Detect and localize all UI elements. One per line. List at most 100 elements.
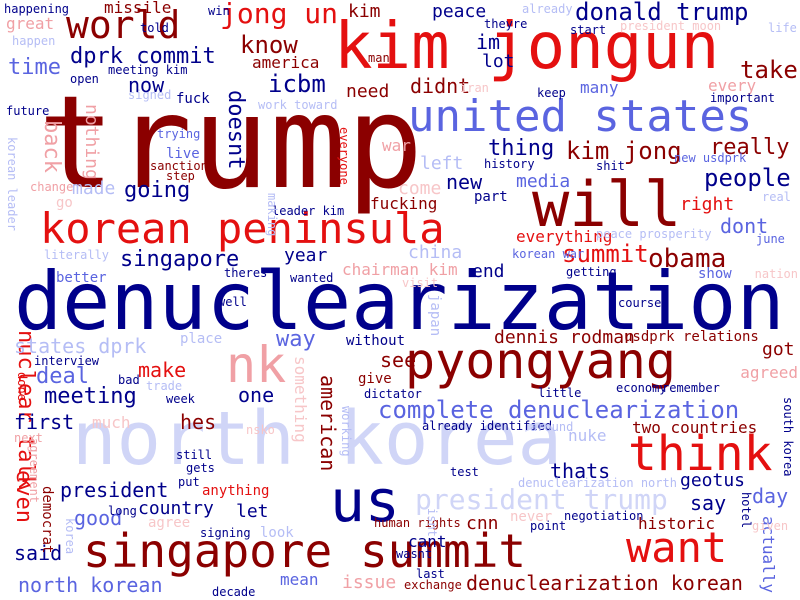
word-japan: japan xyxy=(427,294,443,337)
word-complete-denuclearization: complete denuclearization xyxy=(378,396,740,424)
word-open: open xyxy=(70,72,99,86)
word-wanted: wanted xyxy=(290,271,334,285)
word-jong-un: jong un xyxy=(220,0,339,30)
word-going: going xyxy=(124,178,191,203)
word-deal: deal xyxy=(36,364,89,389)
word-hotel: hotel xyxy=(739,492,753,529)
word-getting: getting xyxy=(566,265,617,279)
word-put: put xyxy=(178,475,200,489)
word-need: need xyxy=(346,81,390,102)
word-trump: trump xyxy=(38,69,424,218)
word-war: war xyxy=(382,136,411,155)
word-mean: mean xyxy=(280,570,319,589)
word-fuck: fuck xyxy=(176,91,210,107)
word-two-countries: two countries xyxy=(632,418,758,437)
word-never: never xyxy=(510,509,553,525)
word-many: many xyxy=(580,78,619,97)
word-done: done xyxy=(15,372,29,401)
word-states-dprk: states dprk xyxy=(14,334,147,358)
word-think: think xyxy=(628,426,773,482)
word-said: said xyxy=(14,541,63,565)
word-right: right xyxy=(680,194,735,215)
word-denuclearization-korean: denuclearization korean xyxy=(466,571,743,595)
word-nothing: nothing xyxy=(81,104,102,180)
word-donald-trump: donald trump xyxy=(575,0,749,26)
word-now: now xyxy=(128,73,165,97)
word-every: every xyxy=(708,76,757,95)
word-life: life xyxy=(768,21,797,35)
word-step: step xyxy=(166,169,195,183)
word-really: really xyxy=(710,135,790,160)
word-united-states: united states xyxy=(408,91,753,142)
word-will: will xyxy=(532,168,682,241)
word-dictator: dictator xyxy=(364,387,422,401)
word-korean-peninsula: korean peninsula xyxy=(40,204,445,253)
word-cnn: cnn xyxy=(466,513,499,534)
word-north-korea: north korea xyxy=(72,396,563,482)
word-real: real xyxy=(762,190,791,204)
word-around: around xyxy=(530,420,574,434)
word-usdprk-relations: usdprk relations xyxy=(624,329,759,345)
word-still: still xyxy=(176,448,213,462)
word-hes: hes xyxy=(180,410,217,434)
word-long: long xyxy=(108,504,137,518)
word-economy: economy xyxy=(616,381,667,395)
word-everyone: everyone xyxy=(337,127,351,185)
word-lot: lot xyxy=(482,51,515,72)
word-dont: dont xyxy=(720,214,769,238)
word-president-moon: president moon xyxy=(620,19,722,33)
word-nation: nation xyxy=(754,267,798,281)
word-change: change xyxy=(30,180,74,194)
word-shit: shit xyxy=(596,159,625,173)
word-sanction: sanction xyxy=(150,159,208,173)
word-nk: nk xyxy=(226,336,287,394)
word-back: back xyxy=(39,120,64,173)
word-remember: remember xyxy=(662,381,720,395)
word-anything: anything xyxy=(202,483,270,499)
word-country: country xyxy=(138,498,214,519)
word-future: future xyxy=(6,104,50,118)
word-better: better xyxy=(56,270,107,286)
word-part: part xyxy=(474,189,508,205)
word-leader-kim: leader kim xyxy=(272,204,345,218)
word-im: im xyxy=(476,30,501,54)
word-china: china xyxy=(408,242,463,263)
word-theres: theres xyxy=(224,266,268,280)
word-democrat: democrat xyxy=(39,486,55,554)
word-new: new xyxy=(446,170,483,194)
word-thing: thing xyxy=(488,136,555,161)
word-take: take xyxy=(740,56,798,84)
word-historic: historic xyxy=(638,514,716,533)
word-way: way xyxy=(276,327,316,352)
word-say: say xyxy=(690,491,727,515)
word-icbm: icbm xyxy=(268,70,326,98)
word-see: see xyxy=(380,348,417,372)
word-cant: cant xyxy=(408,532,447,551)
word-media: media xyxy=(516,171,571,192)
word-great: great xyxy=(6,14,55,33)
word-north-korean: north korean xyxy=(18,573,163,597)
word-didnt: didnt xyxy=(410,74,471,98)
word-let: let xyxy=(236,501,269,522)
word-theyre: theyre xyxy=(484,17,528,31)
word-important: important xyxy=(710,91,776,105)
word-week: week xyxy=(166,392,195,406)
word-bad: bad xyxy=(118,373,140,387)
word-given: given xyxy=(752,519,789,533)
word-trade: trade xyxy=(146,379,183,393)
word-nsko: nsko xyxy=(246,423,275,437)
word-korean-leader: korean leader xyxy=(5,137,19,231)
word-human-rights: human rights xyxy=(374,516,461,530)
word-interview: interview xyxy=(34,354,100,368)
word-everything: everything xyxy=(516,227,613,246)
word-much: much xyxy=(92,413,131,432)
word-man: man xyxy=(368,51,390,65)
word-visit: visit xyxy=(402,276,439,290)
word-singapore-summit: singapore summit xyxy=(83,524,527,578)
word-make: make xyxy=(138,358,187,382)
word-gets: gets xyxy=(186,461,215,475)
word-exchange: exchange xyxy=(404,578,462,592)
word-decade: decade xyxy=(212,585,256,599)
word-first: first xyxy=(14,410,75,434)
